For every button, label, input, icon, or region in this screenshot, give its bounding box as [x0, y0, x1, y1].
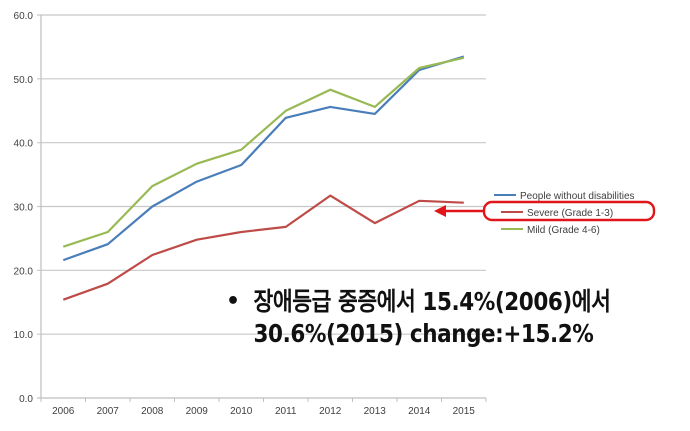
y-tick-label: 40.0 — [14, 139, 34, 150]
y-tick-label: 10.0 — [14, 330, 34, 341]
y-tick-label: 0.0 — [19, 394, 33, 405]
x-tick-label: 2015 — [453, 406, 476, 417]
x-tick-label: 2013 — [364, 406, 387, 417]
y-tick-label: 50.0 — [14, 75, 34, 86]
note-line-1: 장애등급 중증에서 15.4%(2006)에서 — [253, 287, 611, 316]
annotation-note: • 장애등급 중증에서 15.4%(2006)에서 30.6%(2015) ch… — [226, 286, 673, 350]
y-tick-label: 60.0 — [14, 11, 34, 22]
legend: People without disabilities Severe (Grade… — [494, 191, 635, 236]
note-line-2: 30.6%(2015) change:+15.2% — [253, 319, 594, 348]
y-tick-label: 20.0 — [14, 266, 34, 277]
bullet-icon: • — [226, 289, 240, 314]
x-tick-label: 2010 — [230, 406, 253, 417]
x-tick-label: 2009 — [186, 406, 209, 417]
x-tick-label: 2014 — [408, 406, 431, 417]
x-tick-label: 2008 — [141, 406, 164, 417]
y-tick-label: 30.0 — [14, 203, 34, 214]
x-axis-ticks: 2006 2007 2008 2009 2010 2011 2012 2013 2014 2015 — [40, 398, 487, 417]
x-tick-label: 2007 — [97, 406, 120, 417]
x-tick-label: 2011 — [275, 406, 297, 417]
series-lines — [62, 55, 465, 301]
y-axis-ticks: 0.0 10.0 20.0 30.0 40.0 50.0 60.0 — [14, 11, 34, 405]
series-line — [62, 194, 464, 301]
arrow-left-icon — [434, 205, 446, 217]
legend-label: People without disabilities — [520, 191, 635, 202]
x-tick-label: 2012 — [319, 406, 342, 417]
series-line — [62, 55, 465, 262]
legend-label: Mild (Grade 4-6) — [527, 225, 600, 236]
legend-label: Severe (Grade 1-3) — [527, 208, 613, 219]
series-line — [62, 56, 465, 248]
x-tick-label: 2006 — [52, 406, 75, 417]
